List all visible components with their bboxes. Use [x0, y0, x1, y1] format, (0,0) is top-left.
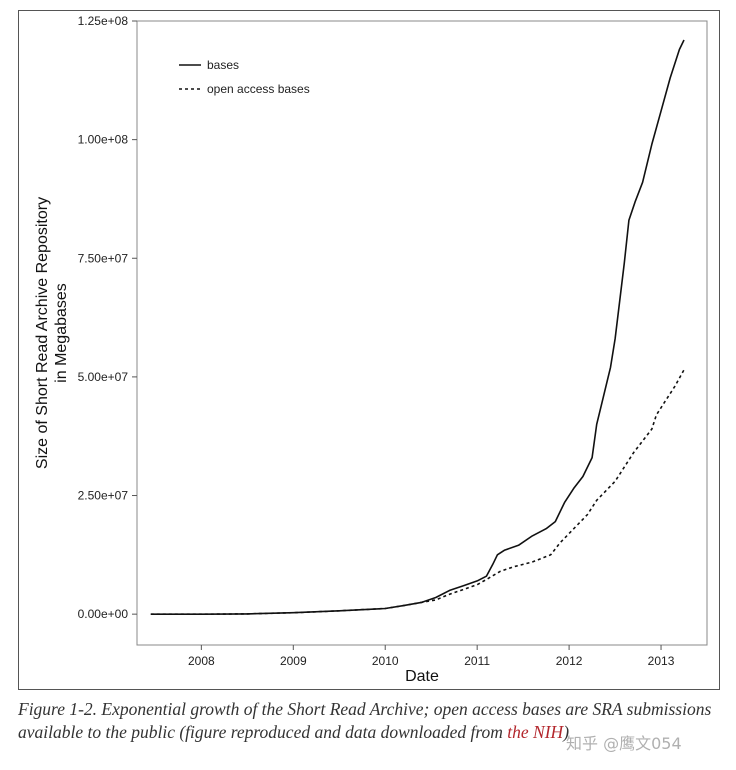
legend: bases open access bases	[179, 58, 310, 96]
x-axis-title: Date	[405, 668, 439, 685]
chart: 0.00e+00 2.50e+07 5.00e+07 7.50e+07 1.00e+08…	[34, 14, 708, 685]
y-tick-label: 1.00e+08	[78, 133, 129, 147]
y-axis-title-line2: in Megabases	[53, 283, 70, 383]
y-tick-label: 0.00e+00	[78, 607, 129, 621]
x-tick-label: 2010	[372, 654, 399, 668]
legend-label-open-access: open access bases	[207, 82, 310, 96]
series-line-bases	[150, 39, 685, 616]
series-layer	[150, 39, 685, 616]
x-axis: 2008 2009 2010 2011 2012 2013	[188, 645, 675, 668]
plot-panel	[136, 20, 708, 646]
caption-text-end: )	[563, 722, 570, 742]
y-tick-label: 1.25e+08	[78, 14, 129, 28]
series-line-open-access-bases	[150, 369, 685, 616]
caption-text: Figure 1-2. Exponential growth of the Sh…	[18, 699, 712, 742]
y-tick-label: 2.50e+07	[78, 489, 129, 503]
caption-link-nih[interactable]: the NIH	[507, 722, 564, 742]
x-tick-label: 2013	[648, 654, 675, 668]
y-axis: 0.00e+00 2.50e+07 5.00e+07 7.50e+07 1.00e+08…	[78, 14, 137, 621]
x-tick-label: 2009	[280, 654, 307, 668]
figure-frame: 0.00e+00 2.50e+07 5.00e+07 7.50e+07 1.00e+08…	[18, 10, 720, 690]
x-tick-label: 2008	[188, 654, 215, 668]
x-tick-label: 2012	[556, 654, 583, 668]
y-tick-label: 7.50e+07	[78, 251, 129, 265]
x-tick-label: 2011	[464, 654, 490, 668]
figure-caption: Figure 1-2. Exponential growth of the Sh…	[18, 698, 718, 744]
y-axis-title-line1: Size of Short Read Archive Repository	[34, 197, 51, 469]
legend-label-bases: bases	[207, 58, 239, 72]
y-tick-label: 5.00e+07	[78, 370, 129, 384]
watermark: 知乎 @鹰文054	[566, 734, 682, 753]
